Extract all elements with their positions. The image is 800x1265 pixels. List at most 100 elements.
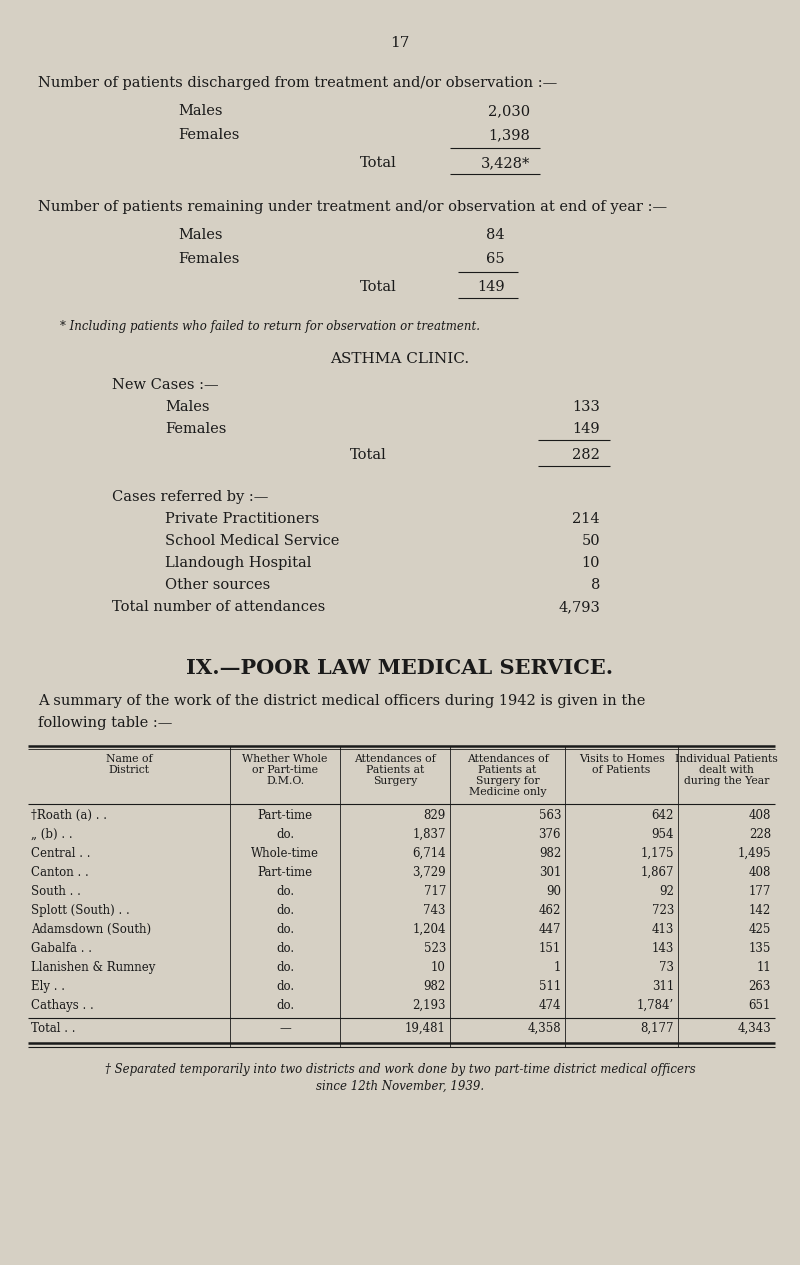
Text: 142: 142 xyxy=(749,904,771,917)
Text: 301: 301 xyxy=(538,867,561,879)
Text: 408: 408 xyxy=(749,810,771,822)
Text: Females: Females xyxy=(165,423,226,436)
Text: Surgery: Surgery xyxy=(373,775,417,786)
Text: do.: do. xyxy=(276,999,294,1012)
Text: 1,837: 1,837 xyxy=(413,829,446,841)
Text: 376: 376 xyxy=(538,829,561,841)
Text: Llandough Hospital: Llandough Hospital xyxy=(165,557,311,571)
Text: Number of patients discharged from treatment and/or observation :—: Number of patients discharged from treat… xyxy=(38,76,558,90)
Text: 3,428*: 3,428* xyxy=(481,156,530,170)
Text: 447: 447 xyxy=(538,923,561,936)
Text: Cathays . .: Cathays . . xyxy=(31,999,94,1012)
Text: 10: 10 xyxy=(582,557,600,571)
Text: Individual Patients: Individual Patients xyxy=(675,754,778,764)
Text: 133: 133 xyxy=(572,400,600,414)
Text: since 12th November, 1939.: since 12th November, 1939. xyxy=(316,1080,484,1093)
Text: 743: 743 xyxy=(423,904,446,917)
Text: 4,358: 4,358 xyxy=(527,1022,561,1035)
Text: 642: 642 xyxy=(652,810,674,822)
Text: Patients at: Patients at xyxy=(366,765,424,775)
Text: 1,398: 1,398 xyxy=(488,128,530,142)
Text: 8: 8 xyxy=(590,578,600,592)
Text: 717: 717 xyxy=(424,886,446,898)
Text: following table :—: following table :— xyxy=(38,716,172,730)
Text: 1,204: 1,204 xyxy=(413,923,446,936)
Text: Part-time: Part-time xyxy=(258,867,313,879)
Text: 214: 214 xyxy=(572,512,600,526)
Text: 474: 474 xyxy=(538,999,561,1012)
Text: 1,175: 1,175 xyxy=(641,848,674,860)
Text: Adamsdown (South): Adamsdown (South) xyxy=(31,923,151,936)
Text: Canton . .: Canton . . xyxy=(31,867,89,879)
Text: Visits to Homes: Visits to Homes xyxy=(578,754,664,764)
Text: Total: Total xyxy=(360,280,397,293)
Text: do.: do. xyxy=(276,961,294,974)
Text: —: — xyxy=(279,1022,291,1035)
Text: during the Year: during the Year xyxy=(684,775,769,786)
Text: Attendances of: Attendances of xyxy=(354,754,436,764)
Text: 4,343: 4,343 xyxy=(738,1022,771,1035)
Text: 8,177: 8,177 xyxy=(641,1022,674,1035)
Text: 311: 311 xyxy=(652,980,674,993)
Text: ASTHMA CLINIC.: ASTHMA CLINIC. xyxy=(330,352,470,366)
Text: do.: do. xyxy=(276,923,294,936)
Text: Medicine only: Medicine only xyxy=(469,787,546,797)
Text: Llanishen & Rumney: Llanishen & Rumney xyxy=(31,961,155,974)
Text: 135: 135 xyxy=(749,942,771,955)
Text: 1,495: 1,495 xyxy=(738,848,771,860)
Text: do.: do. xyxy=(276,942,294,955)
Text: do.: do. xyxy=(276,829,294,841)
Text: A summary of the work of the district medical officers during 1942 is given in t: A summary of the work of the district me… xyxy=(38,694,646,708)
Text: 563: 563 xyxy=(538,810,561,822)
Text: Private Practitioners: Private Practitioners xyxy=(165,512,319,526)
Text: 151: 151 xyxy=(538,942,561,955)
Text: 511: 511 xyxy=(538,980,561,993)
Text: Name of: Name of xyxy=(106,754,152,764)
Text: Part-time: Part-time xyxy=(258,810,313,822)
Text: Patients at: Patients at xyxy=(478,765,537,775)
Text: 523: 523 xyxy=(424,942,446,955)
Text: dealt with: dealt with xyxy=(699,765,754,775)
Text: †Roath (a) . .: †Roath (a) . . xyxy=(31,810,107,822)
Text: 149: 149 xyxy=(478,280,505,293)
Text: „ (b) . .: „ (b) . . xyxy=(31,829,73,841)
Text: 954: 954 xyxy=(651,829,674,841)
Text: Females: Females xyxy=(178,252,239,266)
Text: 6,714: 6,714 xyxy=(412,848,446,860)
Text: D.M.O.: D.M.O. xyxy=(266,775,304,786)
Text: 3,729: 3,729 xyxy=(412,867,446,879)
Text: 19,481: 19,481 xyxy=(405,1022,446,1035)
Text: 10: 10 xyxy=(431,961,446,974)
Text: Attendances of: Attendances of xyxy=(466,754,548,764)
Text: 177: 177 xyxy=(749,886,771,898)
Text: 829: 829 xyxy=(424,810,446,822)
Text: IX.—POOR LAW MEDICAL SERVICE.: IX.—POOR LAW MEDICAL SERVICE. xyxy=(186,658,614,678)
Text: 425: 425 xyxy=(749,923,771,936)
Text: Males: Males xyxy=(178,104,222,118)
Text: Total: Total xyxy=(350,448,386,462)
Text: 149: 149 xyxy=(572,423,600,436)
Text: Other sources: Other sources xyxy=(165,578,270,592)
Text: Number of patients remaining under treatment and/or observation at end of year :: Number of patients remaining under treat… xyxy=(38,200,667,214)
Text: Total: Total xyxy=(360,156,397,170)
Text: 651: 651 xyxy=(749,999,771,1012)
Text: Ely . .: Ely . . xyxy=(31,980,65,993)
Text: District: District xyxy=(109,765,150,775)
Text: Females: Females xyxy=(178,128,239,142)
Text: do.: do. xyxy=(276,980,294,993)
Text: 143: 143 xyxy=(652,942,674,955)
Text: 4,793: 4,793 xyxy=(558,600,600,614)
Text: New Cases :—: New Cases :— xyxy=(112,378,218,392)
Text: Males: Males xyxy=(165,400,210,414)
Text: 408: 408 xyxy=(749,867,771,879)
Text: 263: 263 xyxy=(749,980,771,993)
Text: 92: 92 xyxy=(659,886,674,898)
Text: do.: do. xyxy=(276,886,294,898)
Text: 723: 723 xyxy=(652,904,674,917)
Text: 228: 228 xyxy=(749,829,771,841)
Text: 90: 90 xyxy=(546,886,561,898)
Text: or Part-time: or Part-time xyxy=(252,765,318,775)
Text: Whether Whole: Whether Whole xyxy=(242,754,328,764)
Text: Total . .: Total . . xyxy=(31,1022,75,1035)
Text: 84: 84 xyxy=(486,228,505,242)
